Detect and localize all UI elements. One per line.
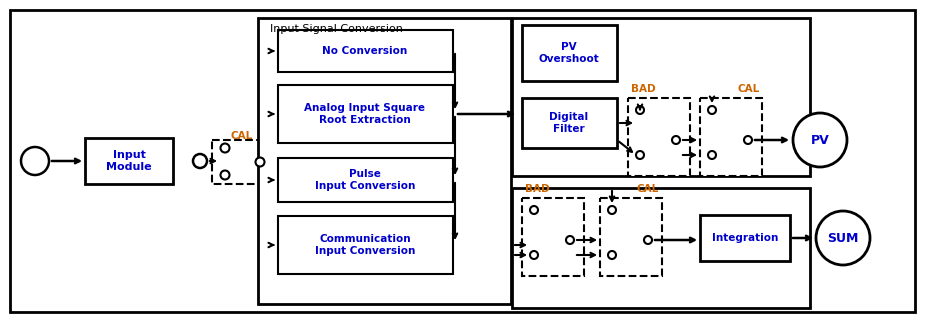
Bar xyxy=(700,215,790,261)
Circle shape xyxy=(708,151,716,159)
Bar xyxy=(628,98,690,176)
Bar xyxy=(85,138,173,184)
Circle shape xyxy=(566,236,574,244)
Text: PV
Overshoot: PV Overshoot xyxy=(538,42,599,64)
Text: CAL: CAL xyxy=(231,131,253,141)
Text: PV: PV xyxy=(810,134,830,147)
Circle shape xyxy=(220,144,229,153)
Bar xyxy=(278,85,453,143)
Text: Analog Input Square
Root Extraction: Analog Input Square Root Extraction xyxy=(304,103,426,125)
Circle shape xyxy=(816,211,870,265)
Bar xyxy=(522,198,584,276)
Bar xyxy=(278,216,453,274)
Bar xyxy=(512,18,810,176)
Text: SUM: SUM xyxy=(827,232,858,244)
Circle shape xyxy=(793,113,847,167)
Text: BAD: BAD xyxy=(631,84,656,94)
Bar xyxy=(278,30,453,72)
Text: Integration: Integration xyxy=(712,233,778,243)
Text: Input
Module: Input Module xyxy=(106,150,152,172)
Bar xyxy=(600,198,662,276)
Circle shape xyxy=(644,236,652,244)
Bar xyxy=(522,98,617,148)
Bar xyxy=(512,188,810,308)
Circle shape xyxy=(636,151,644,159)
Circle shape xyxy=(530,206,538,214)
Text: CAL: CAL xyxy=(738,84,760,94)
Text: No Conversion: No Conversion xyxy=(323,46,408,56)
Circle shape xyxy=(672,136,680,144)
Text: Communication
Input Conversion: Communication Input Conversion xyxy=(314,234,415,256)
Circle shape xyxy=(744,136,752,144)
Bar xyxy=(212,140,272,184)
Circle shape xyxy=(708,106,716,114)
Circle shape xyxy=(193,154,207,168)
Text: Input Signal Conversion: Input Signal Conversion xyxy=(270,24,403,34)
Bar xyxy=(258,18,511,304)
Circle shape xyxy=(255,157,265,166)
Text: CAL: CAL xyxy=(636,184,659,194)
Bar xyxy=(700,98,762,176)
Circle shape xyxy=(608,206,616,214)
Circle shape xyxy=(21,147,49,175)
Bar xyxy=(522,25,617,81)
Circle shape xyxy=(220,171,229,179)
Circle shape xyxy=(636,106,644,114)
Text: Digital
Filter: Digital Filter xyxy=(549,112,588,134)
Circle shape xyxy=(530,251,538,259)
Text: Pulse
Input Conversion: Pulse Input Conversion xyxy=(314,169,415,191)
Bar xyxy=(278,158,453,202)
Circle shape xyxy=(608,251,616,259)
Text: BAD: BAD xyxy=(525,184,549,194)
